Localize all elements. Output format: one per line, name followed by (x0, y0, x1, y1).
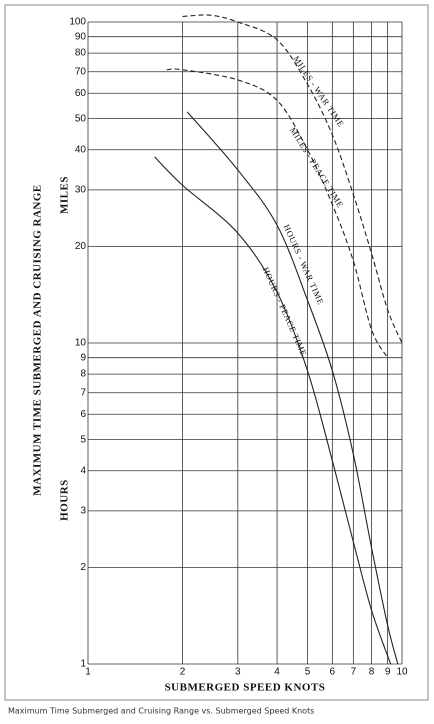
x-tick-label: 8 (369, 667, 375, 678)
curve-label: HOURS - PEACE TIME (261, 266, 309, 358)
y-tick-label: 90 (75, 31, 87, 42)
y-axis-label: MAXIMUM TIME SUBMERGED AND CRUISING RANG… (32, 184, 44, 496)
y-tick-label: 1 (80, 659, 86, 670)
x-axis-label: SUBMERGED SPEED KNOTS (165, 682, 326, 694)
curve-label: HOURS - WAR TIME (282, 223, 327, 307)
y-tick-label: 10 (75, 338, 87, 349)
x-tick-label: 3 (235, 667, 241, 678)
y-tick-label: 70 (75, 66, 87, 77)
y-tick-label: 2 (80, 562, 86, 573)
caption: Maximum Time Submerged and Cruising Rang… (8, 707, 314, 716)
curve (154, 156, 392, 665)
y-tick-label: 20 (75, 241, 87, 252)
x-tick-label: 4 (274, 667, 280, 678)
x-tick-label: 10 (396, 667, 408, 678)
curve-label: MILES - WAR TIME (291, 54, 346, 129)
y-tick-label: 5 (80, 434, 86, 445)
x-tick-label: 5 (305, 667, 311, 678)
y-tick-label: 3 (80, 505, 86, 516)
x-tick-label: 2 (180, 667, 186, 678)
x-tick-label: 6 (330, 667, 336, 678)
curve (186, 111, 399, 665)
y-tick-label: 6 (80, 409, 86, 420)
y-tick-label: 100 (69, 17, 86, 28)
curve-label: MILES - PEACE TIME (288, 125, 346, 209)
y-tick-label: 80 (75, 48, 87, 59)
y-tick-label: 8 (80, 369, 86, 380)
y-tick-label: 7 (80, 387, 86, 398)
y-tick-label: 30 (75, 184, 87, 195)
x-tick-label: 7 (351, 667, 357, 678)
y-lower-label: HOURS (59, 479, 71, 521)
x-tick-label: 1 (85, 667, 91, 678)
frame (4, 4, 429, 701)
y-tick-label: 50 (75, 113, 87, 124)
y-tick-label: 40 (75, 144, 87, 155)
y-tick-label: 4 (80, 465, 86, 476)
curve (182, 14, 403, 344)
y-tick-label: 9 (80, 352, 86, 363)
y-upper-label: MILES (59, 176, 71, 214)
y-tick-label: 60 (75, 88, 87, 99)
x-tick-label: 9 (385, 667, 391, 678)
